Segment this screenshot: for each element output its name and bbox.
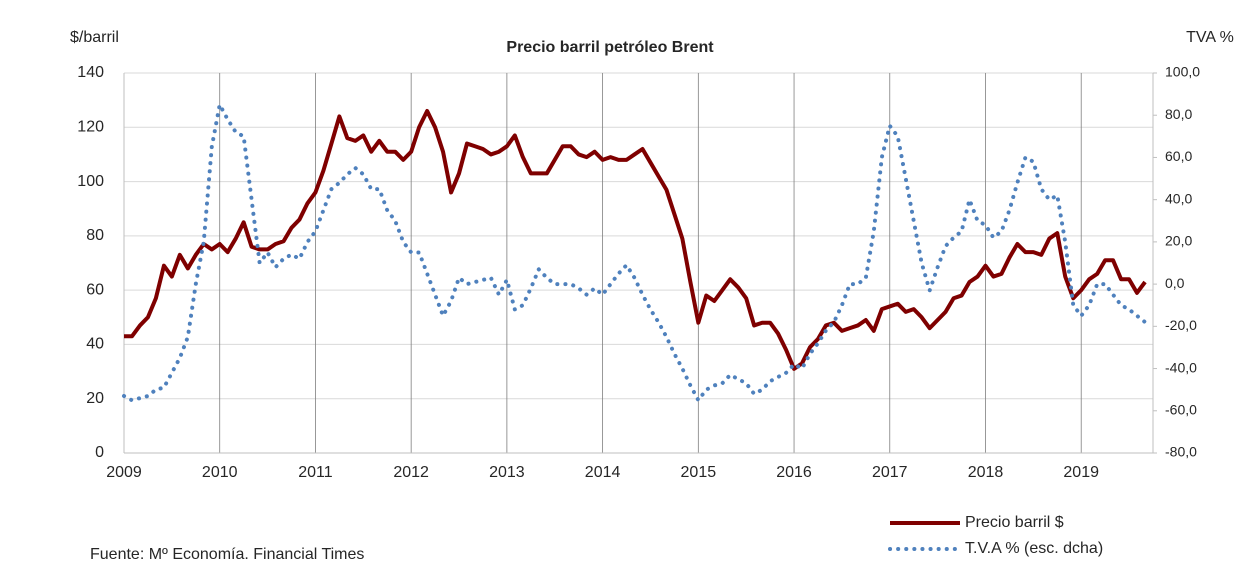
y-tick-label: 40 [86,336,104,353]
x-tick-label: 2013 [489,464,525,481]
y2-tick-label: 80,0 [1165,106,1192,122]
y2-tick-label: -40,0 [1165,359,1197,375]
chart-title: Precio barril petróleo Brent [506,39,714,56]
y2-tick-label: 100,0 [1165,64,1200,80]
y-tick-label: 60 [86,281,104,298]
y-tick-label: 100 [77,173,104,190]
x-tick-label: 2009 [106,464,142,481]
x-tick-label: 2012 [393,464,429,481]
y2-tick-label: -60,0 [1165,401,1197,417]
x-tick-label: 2017 [872,464,908,481]
y2-tick-label: 20,0 [1165,233,1192,249]
legend-label: T.V.A % (esc. dcha) [965,540,1103,557]
y-tick-label: 80 [86,227,104,244]
x-tick-label: 2019 [1063,464,1099,481]
x-tick-label: 2018 [968,464,1004,481]
y2-tick-label: 40,0 [1165,190,1192,206]
legend-label: Precio barril $ [965,514,1064,531]
y2-tick-label: 60,0 [1165,148,1192,164]
y-tick-label: 140 [77,64,104,81]
y-tick-label: 0 [95,444,104,461]
x-tick-label: 2014 [585,464,621,481]
y2-tick-label: -80,0 [1165,444,1197,460]
y-axis-label: $/barril [70,29,119,46]
x-tick-label: 2016 [776,464,812,481]
y2-tick-label: -20,0 [1165,317,1197,333]
series-line [122,98,1148,404]
x-tick-label: 2011 [298,464,333,481]
x-tick-label: 2015 [681,464,717,481]
x-tick-label: 2010 [202,464,238,481]
y-tick-label: 120 [77,119,104,136]
series-line [124,109,1147,371]
y-tick-label: 20 [86,390,104,407]
y2-axis-label: TVA % [1186,29,1234,46]
source: Fuente: Mº Economía. Financial Times [90,546,364,563]
y2-tick-label: 0,0 [1165,275,1185,291]
